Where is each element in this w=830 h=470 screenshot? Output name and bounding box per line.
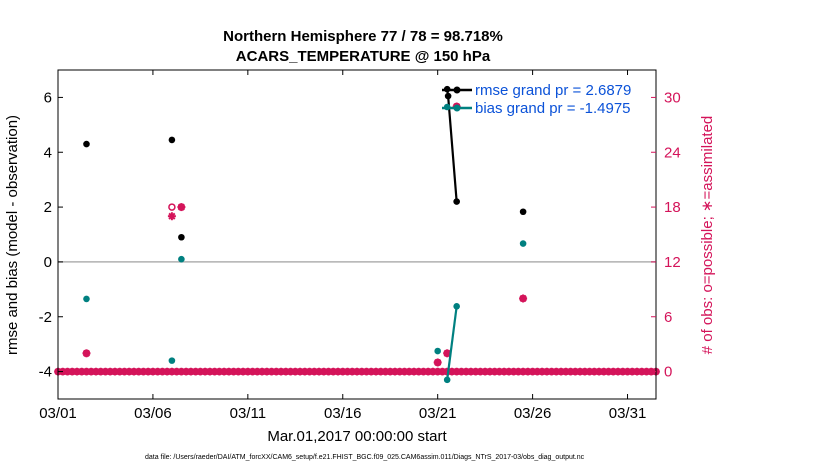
legend-bias-marker	[453, 104, 461, 112]
rmse-point	[453, 198, 460, 205]
bias-point	[453, 303, 460, 310]
x-tick-label: 03/11	[230, 405, 266, 422]
legend-rmse-marker	[453, 86, 461, 94]
y-axis-left: -4 -2 0 2 4 6	[39, 89, 63, 381]
data-file-note: data file: /Users/raeder/DAI/ATM_forcXX/…	[145, 454, 585, 461]
obs-assimilated-zero-marker	[566, 367, 575, 376]
y2-tick-label: 30	[664, 89, 681, 106]
obs-assimilated-marker	[519, 294, 528, 303]
y2-axis-label: # of obs: o=possible; ∗=assimilated	[699, 116, 716, 355]
obs-assimilated-zero-marker	[557, 367, 565, 376]
x-tick-label: 03/21	[419, 405, 457, 422]
bias-point	[434, 347, 441, 355]
obs-possible-marker	[168, 203, 176, 211]
bias-point	[83, 295, 90, 303]
x-tick-label: 03/01	[39, 405, 77, 422]
obs-assimilated-marker	[82, 349, 91, 358]
y-tick-label: -4	[39, 364, 52, 381]
x-tick-label: 03/26	[514, 405, 552, 422]
x-tick-label: 03/06	[134, 405, 172, 422]
x-tick-label: 03/16	[324, 405, 362, 422]
legend-rmse-label: rmse grand pr = 2.6879	[475, 82, 631, 99]
rmse-point	[178, 233, 185, 241]
y-axis-label: rmse and bias (model - observation)	[4, 115, 21, 355]
obs-assimilated-marker	[167, 212, 176, 221]
y2-tick-label: 24	[664, 144, 681, 161]
y2-tick-label: 6	[664, 309, 672, 326]
y-tick-label: -2	[39, 309, 52, 326]
x-axis: 03/01 03/06 03/11 03/16 03/21 03/26 03/31	[39, 70, 646, 422]
plot-area	[54, 85, 660, 384]
bias-line	[446, 306, 458, 380]
chart-subtitle: ACARS_TEMPERATURE @ 150 hPa	[236, 48, 491, 65]
rmse-point	[519, 208, 527, 216]
x-axis-label: Mar.01,2017 00:00:00 start	[267, 428, 447, 445]
bias-point	[178, 255, 185, 263]
obs-assimilated-marker	[433, 358, 442, 367]
y-axis-right: 0 6 12 18 24 30	[651, 89, 681, 381]
legend-bias-label: bias grand pr = -1.4975	[475, 100, 631, 117]
rmse-point	[444, 92, 452, 100]
y-tick-label: 2	[44, 199, 52, 216]
obs-assimilated-marker	[177, 203, 186, 212]
axes-box	[57, 69, 657, 400]
bias-point	[168, 357, 176, 364]
legend: rmse grand pr = 2.6879 bias grand pr = -…	[442, 82, 631, 117]
bias-point	[443, 376, 451, 384]
y-tick-label: 4	[44, 144, 52, 161]
rmse-point	[83, 140, 90, 148]
y-tick-label: 6	[44, 89, 52, 106]
y-tick-label: 0	[44, 254, 52, 271]
bias-point	[519, 240, 527, 247]
y2-tick-label: 18	[664, 199, 681, 216]
y2-tick-label: 0	[664, 364, 672, 381]
y2-tick-label: 12	[664, 254, 681, 271]
chart-title: Northern Hemisphere 77 / 78 = 98.718%	[223, 28, 503, 45]
rmse-point	[168, 136, 176, 144]
x-tick-label: 03/31	[609, 405, 647, 422]
